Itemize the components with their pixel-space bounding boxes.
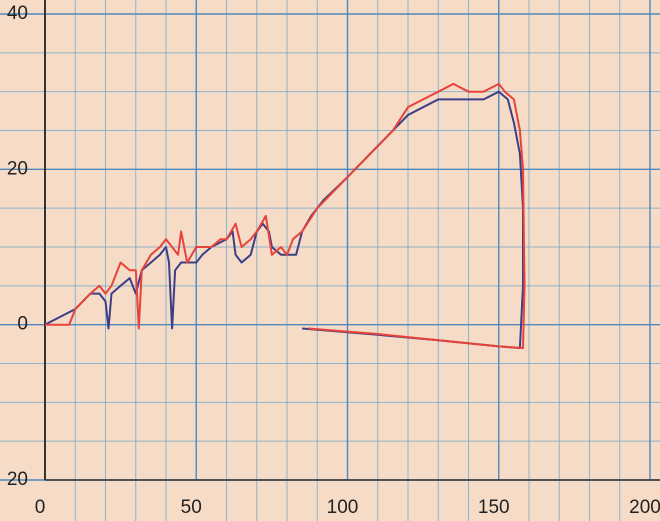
- y-tick-label: 0: [17, 314, 28, 335]
- x-tick-label: 50: [181, 497, 202, 518]
- x-tick-label: 0: [35, 497, 46, 518]
- y-tick-label: 40: [7, 3, 28, 24]
- series-line: [45, 82, 526, 349]
- x-tick-label: 200: [629, 497, 660, 518]
- x-tick-label: 150: [478, 497, 510, 518]
- x-tick-label: 100: [327, 497, 359, 518]
- y-tick-label: 20: [7, 469, 28, 490]
- y-tick-label: 20: [7, 158, 28, 179]
